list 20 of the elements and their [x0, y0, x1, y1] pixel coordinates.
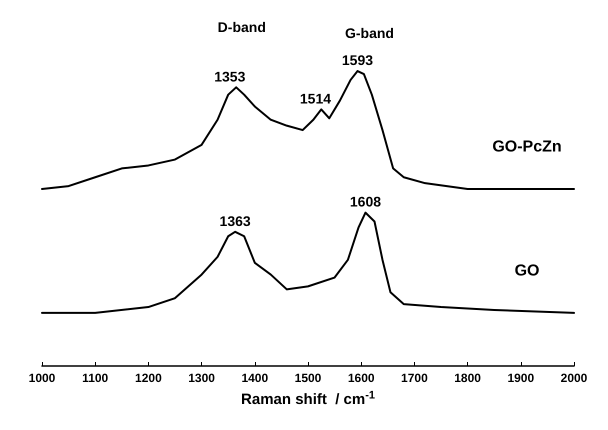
- x-tick-label: 1100: [82, 371, 109, 385]
- annotation: 1363: [220, 212, 251, 229]
- x-tick-label: 1200: [135, 371, 162, 385]
- x-tick-label: 1500: [294, 371, 322, 385]
- annotation: 1514: [300, 90, 332, 106]
- annotation: 1608: [350, 194, 382, 210]
- annotation: 1353: [214, 68, 246, 84]
- text: D-band: [218, 19, 266, 35]
- x-tick-label: 1400: [241, 371, 268, 385]
- x-tick-label: 1600: [348, 371, 375, 385]
- x-tick-label: 1800: [454, 371, 482, 385]
- x-tick-label: 1900: [507, 371, 534, 385]
- x-tick-label: 1700: [401, 371, 428, 385]
- annotation: 1593: [342, 52, 374, 68]
- x-tick-label: 1300: [188, 371, 216, 385]
- text: G-band: [344, 25, 394, 41]
- x-tick-label: 2000: [560, 371, 588, 385]
- text: GO-PcZn: [492, 138, 562, 156]
- series-label: GO: [514, 262, 540, 280]
- x-tick-label: 1000: [28, 371, 56, 385]
